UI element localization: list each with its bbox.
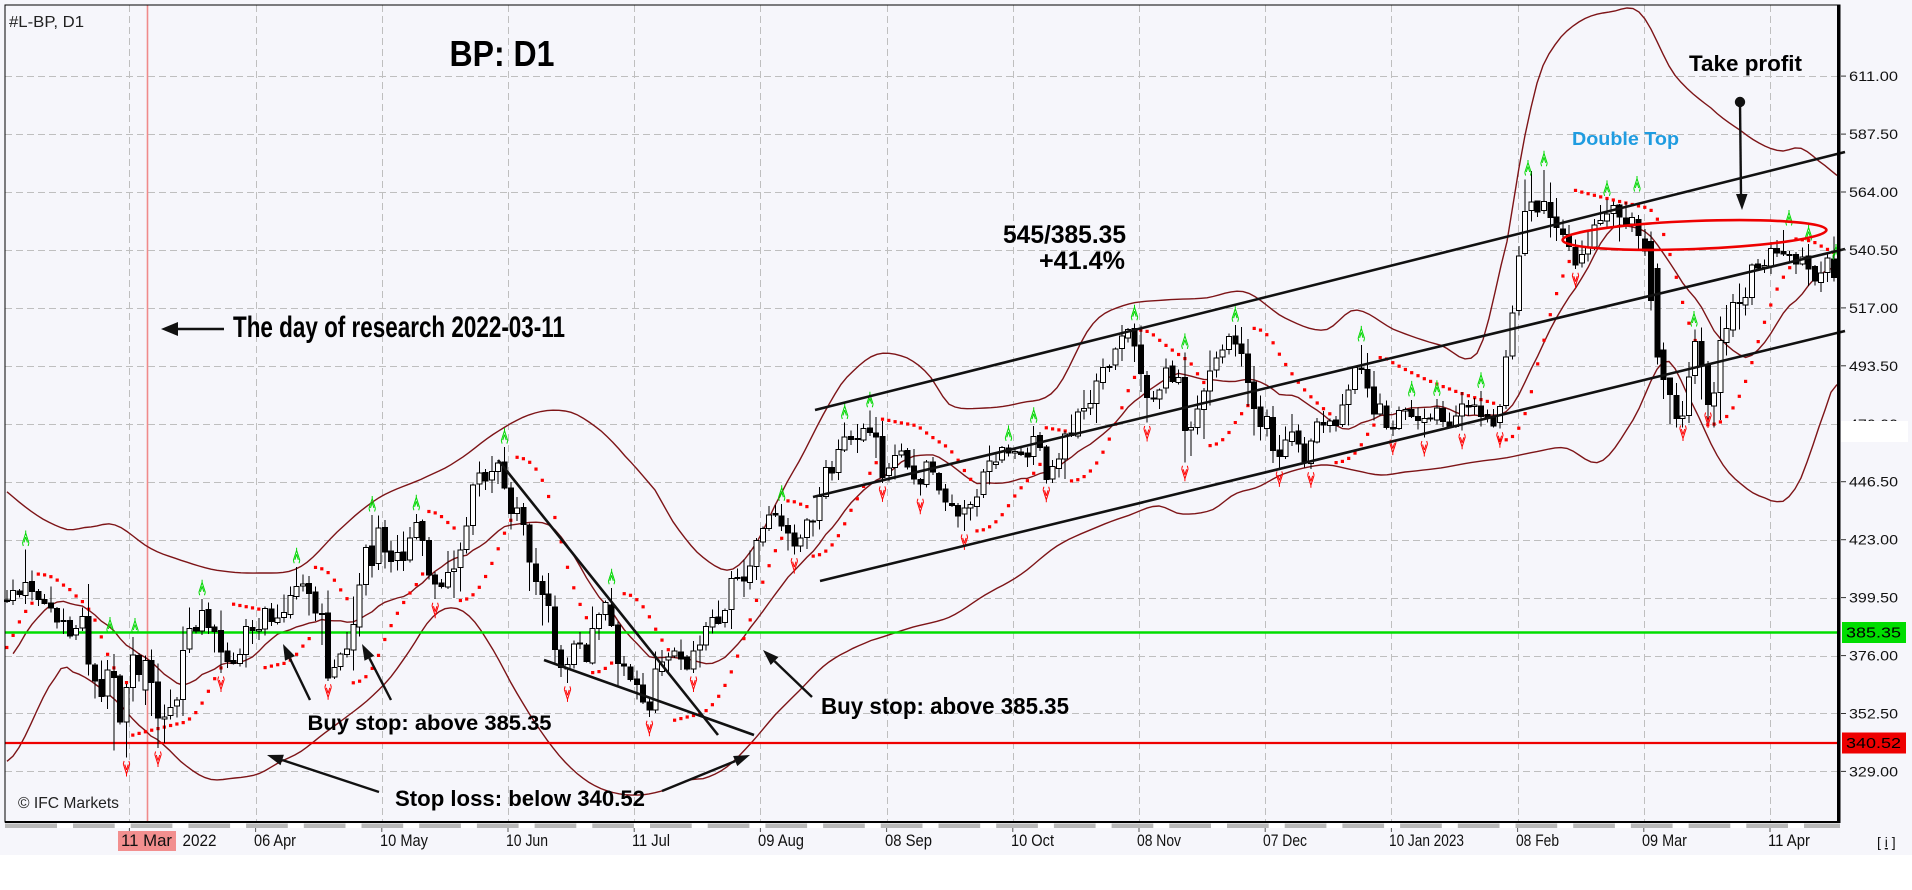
svg-text:© IFC Markets: © IFC Markets [18,795,119,812]
svg-text:11 Apr: 11 Apr [1768,832,1810,850]
svg-text:08 Feb: 08 Feb [1516,832,1559,850]
svg-text:10 Jan 2023: 10 Jan 2023 [1389,832,1464,850]
svg-text:07 Dec: 07 Dec [1263,832,1307,850]
svg-text:564.00: 564.00 [1849,184,1898,200]
svg-text:423.00: 423.00 [1849,532,1898,548]
svg-text:329.00: 329.00 [1849,763,1898,779]
svg-text:Buy stop: above 385.35: Buy stop: above 385.35 [821,693,1069,719]
svg-text:10 Jun: 10 Jun [506,832,548,850]
svg-text:11 Mar: 11 Mar [121,832,173,850]
svg-text:340.52: 340.52 [1846,736,1901,752]
svg-text:446.50: 446.50 [1849,474,1898,490]
svg-text:Double Top: Double Top [1572,129,1679,149]
svg-text:385.35: 385.35 [1846,626,1901,642]
svg-text:545/385.35: 545/385.35 [1003,221,1126,249]
svg-text:BP: D1: BP: D1 [450,33,555,74]
svg-text:517.00: 517.00 [1849,300,1898,316]
svg-text:#L-BP, D1: #L-BP, D1 [9,14,84,31]
svg-text:09 Aug: 09 Aug [758,832,804,850]
svg-text:2022: 2022 [183,832,217,850]
svg-text:Take profit: Take profit [1689,51,1803,76]
svg-text:08 Sep: 08 Sep [885,832,932,850]
svg-text:11 Jul: 11 Jul [632,832,670,850]
svg-text:The day of research 2022-03-11: The day of research 2022-03-11 [233,311,565,344]
svg-text:09 Mar: 09 Mar [1642,832,1687,850]
svg-text:611.00: 611.00 [1849,68,1898,84]
svg-text:06 Apr: 06 Apr [254,832,296,850]
svg-text:[ i ]: [ i ] [1877,834,1896,850]
svg-text:08 Nov: 08 Nov [1137,832,1182,850]
svg-text:399.50: 399.50 [1849,590,1898,606]
svg-text:10 May: 10 May [380,832,429,850]
svg-text:540.50: 540.50 [1849,242,1898,258]
svg-text:587.50: 587.50 [1849,126,1898,142]
svg-text:493.50: 493.50 [1849,358,1898,374]
svg-text:376.00: 376.00 [1849,648,1898,664]
svg-text:10 Oct: 10 Oct [1011,832,1054,850]
svg-text:Buy stop: above 385.35: Buy stop: above 385.35 [308,712,552,735]
svg-text:+41.4%: +41.4% [1039,247,1125,275]
svg-text:352.50: 352.50 [1849,706,1898,722]
svg-text:Stop loss: below 340.52: Stop loss: below 340.52 [395,786,645,811]
